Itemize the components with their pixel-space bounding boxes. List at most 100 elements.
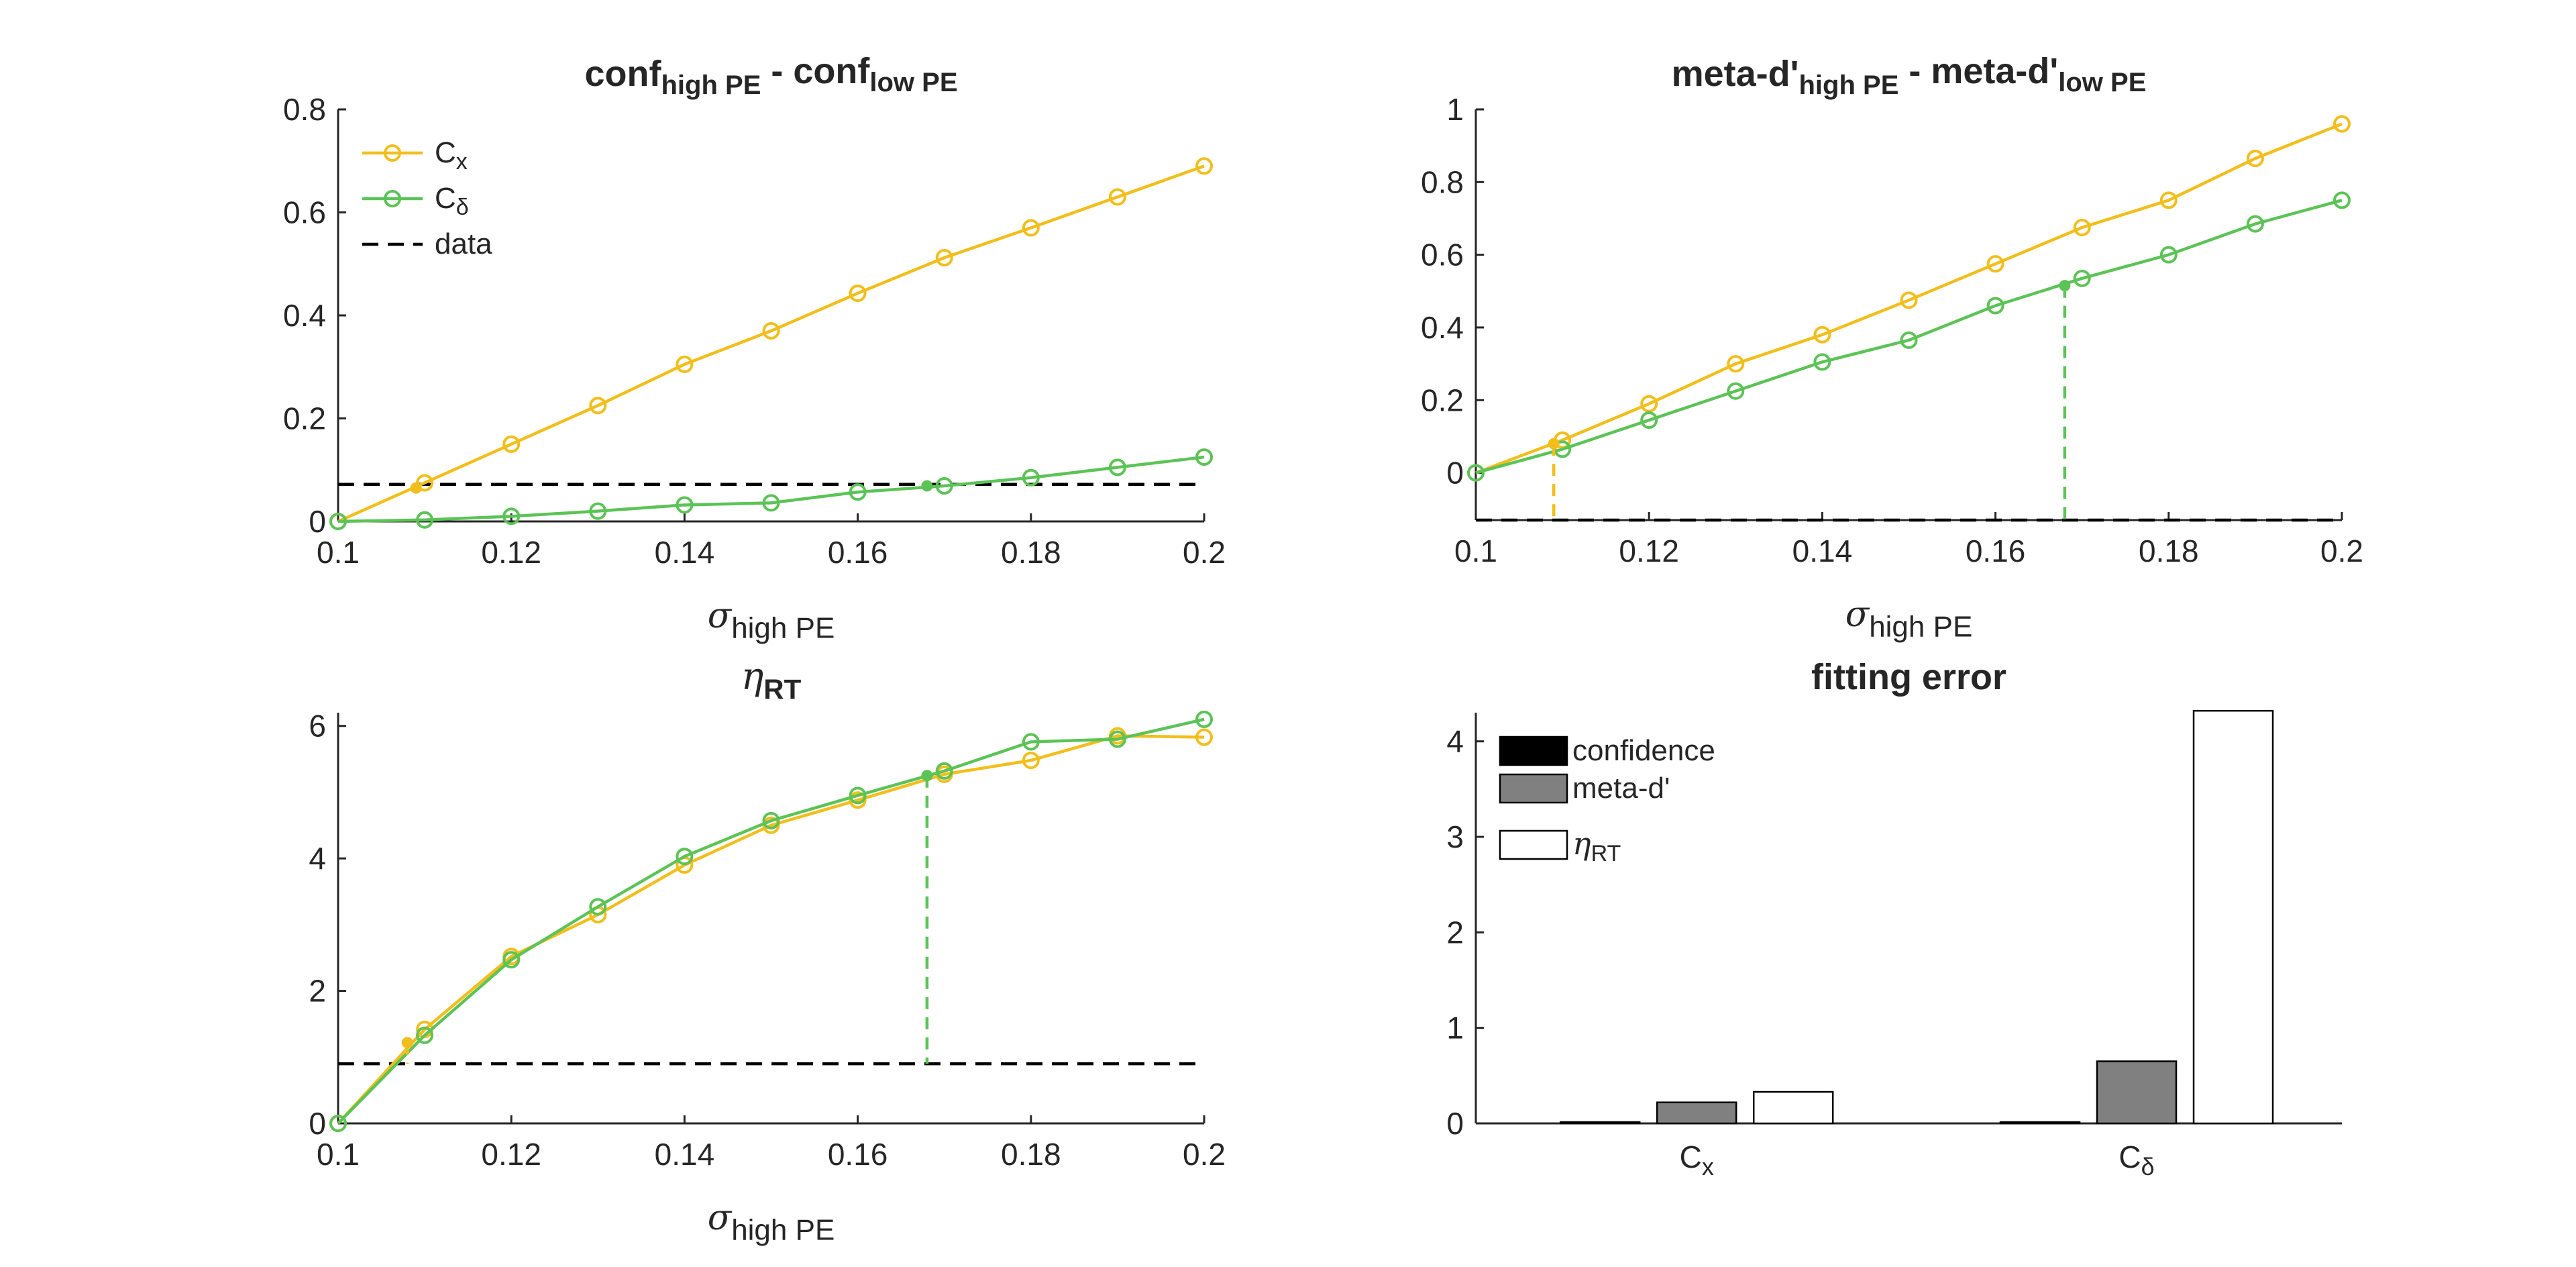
x-tick-label: 0.16 xyxy=(828,1137,888,1172)
y-tick-label: 0.8 xyxy=(1421,164,1464,199)
data-point-cdelta xyxy=(2159,246,2178,264)
chart-title: confhigh PE - conflow PE xyxy=(584,51,957,100)
crossing-point-cx xyxy=(401,1037,413,1049)
x-tick-label: 0.1 xyxy=(317,1137,360,1172)
y-tick-label: 1 xyxy=(1446,92,1464,127)
x-tick-label: 0.16 xyxy=(828,535,888,570)
legend-label: data xyxy=(435,227,492,260)
data-point-cx xyxy=(676,355,694,373)
x-axis-label: σhigh PE xyxy=(708,596,835,644)
x-axis-subscript: high PE xyxy=(1869,610,1972,643)
data-point-cdelta xyxy=(849,483,867,501)
x-tick-label: 0.12 xyxy=(481,535,541,570)
series-line-cdelta xyxy=(337,455,1205,523)
legend-name: confidence xyxy=(1572,734,1715,767)
x-tick-label: 0.1 xyxy=(1454,534,1497,568)
y-tick-label: 4 xyxy=(309,841,326,876)
legend-label-base: C xyxy=(435,182,456,215)
legend-label-base: data xyxy=(435,227,492,260)
title-main: fitting error xyxy=(1811,657,2006,697)
legend-eta-sub: RT xyxy=(1591,841,1621,866)
data-point-cdelta xyxy=(1727,382,1745,400)
data-point-cx xyxy=(1022,219,1040,237)
data-point-cx xyxy=(502,435,521,453)
data-point-cdelta xyxy=(1022,733,1040,751)
legend-swatch-marker xyxy=(384,190,401,207)
bar-bar_confidence xyxy=(1559,1121,1641,1125)
data-point-cdelta xyxy=(935,477,953,495)
data-point-cx xyxy=(1640,395,1658,413)
y-tick-label: 0.6 xyxy=(283,195,326,230)
bar-bar_eta xyxy=(1752,1091,1834,1125)
data-point-cdelta xyxy=(416,1026,434,1044)
title-mid: - conf xyxy=(761,51,870,91)
data-point-cx xyxy=(849,284,867,302)
x-tick-label: 0.2 xyxy=(1183,535,1226,570)
y-tick-label: 3 xyxy=(1446,819,1464,854)
legend-label-base: C xyxy=(435,136,456,169)
data-point-cdelta xyxy=(1195,710,1213,728)
bar-bar_confidence xyxy=(1999,1121,2081,1125)
data-point-cdelta xyxy=(762,494,780,512)
data-point-cdelta xyxy=(935,762,953,780)
data-point-cx xyxy=(762,322,780,340)
x-tick-label: 0.2 xyxy=(2320,534,2363,568)
series-line-cx xyxy=(1475,122,2343,474)
legend-label: confidence xyxy=(1572,734,1715,767)
legend-label-sub: δ xyxy=(456,195,469,220)
x-tick-label: 0.2 xyxy=(1183,1137,1226,1172)
title-mid: - meta-d' xyxy=(1898,51,2058,91)
data-point-cx xyxy=(1727,355,1745,373)
title-eta: η xyxy=(741,655,764,699)
legend-label: Cx​ xyxy=(435,136,468,174)
x-axis-label: σhigh PE xyxy=(1845,595,1973,643)
chart-title: meta-d'high PE - meta-d'low PE xyxy=(1672,51,2147,100)
data-point-cx xyxy=(2159,191,2178,209)
data-point-cdelta xyxy=(2333,191,2351,209)
crossing-point-cx xyxy=(410,482,422,494)
data-point-cdelta xyxy=(1986,297,2004,315)
y-tick-label: 4 xyxy=(1446,724,1464,759)
title-main: meta-d' xyxy=(1672,54,1799,94)
y-tick-label: 2 xyxy=(1446,915,1464,950)
y-tick-label: 0 xyxy=(309,1106,326,1141)
y-tick-label: 0.6 xyxy=(1421,238,1464,272)
data-point-cx xyxy=(1022,752,1040,770)
data-point-cdelta xyxy=(589,898,607,916)
data-point-cdelta xyxy=(2246,215,2264,233)
y-tick-label: 0 xyxy=(1446,456,1464,491)
x-axis-label: σhigh PE xyxy=(708,1198,835,1246)
legend-label-sub: x xyxy=(456,149,468,174)
x-tick-label: 0.1 xyxy=(317,535,360,570)
data-point-cdelta xyxy=(762,811,780,829)
chart-fit: fitting error 0 1 2 3 4 Cx​ Cδ​ confidence meta-d… xyxy=(1446,657,2342,1180)
data-point-cdelta xyxy=(329,513,347,530)
data-point-cdelta xyxy=(1640,411,1658,429)
x-tick-label: 0.16 xyxy=(1966,534,2026,568)
data-point-cdelta xyxy=(1813,353,1831,371)
x-tick-label: 0.14 xyxy=(655,1137,715,1172)
series-line-cdelta xyxy=(337,717,1205,1125)
title-sub: RT xyxy=(763,674,801,705)
data-point-cdelta xyxy=(1195,448,1213,466)
y-tick-label: 0.8 xyxy=(283,92,326,127)
data-point-cdelta xyxy=(329,1115,347,1132)
x-axis-symbol: σ xyxy=(708,1198,733,1238)
x-tick-label: 0.14 xyxy=(1792,534,1853,568)
y-tick-label: 6 xyxy=(309,709,326,744)
data-point-cdelta xyxy=(1467,464,1485,482)
data-point-cdelta xyxy=(1022,468,1040,487)
chart-eta: ηRT 0.1 0.12 0.14 0.16 0.18 0.2 0 2 4 6 σhigh PE xyxy=(309,655,1226,1246)
data-point-cx xyxy=(1108,188,1126,206)
x-axis-symbol: σ xyxy=(1845,595,1870,635)
y-tick-label: 0 xyxy=(309,504,326,539)
legend-swatch xyxy=(1499,829,1568,860)
legend-eta: η xyxy=(1572,825,1591,862)
data-point-cdelta xyxy=(2073,269,2091,287)
title-main: conf xyxy=(584,54,661,94)
x-tick-label: 0.12 xyxy=(1619,534,1679,568)
category-label-base: C xyxy=(1680,1139,1702,1174)
data-point-cdelta xyxy=(676,496,694,514)
legend-name: meta-d' xyxy=(1572,772,1670,805)
